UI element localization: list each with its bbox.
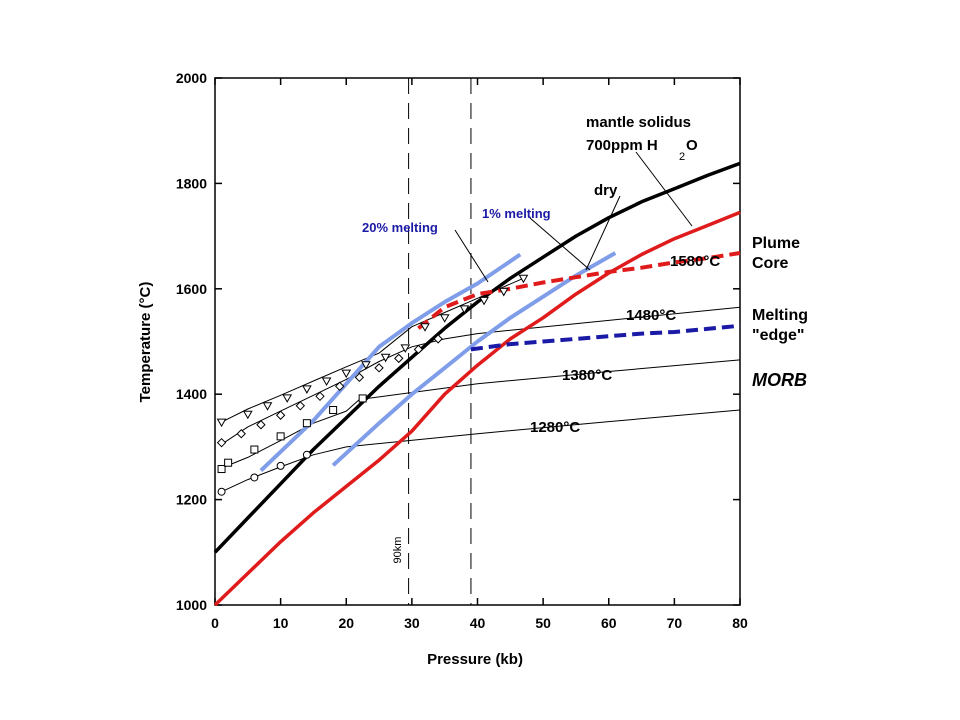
marker-triangle-14 — [498, 287, 509, 297]
marker-triangle-7 — [361, 361, 371, 370]
x-tick-label-70: 70 — [667, 615, 683, 631]
marker-triangle-9 — [400, 344, 411, 353]
marker-triangle-1 — [242, 410, 253, 420]
series-melt20 — [259, 252, 522, 473]
x-tick-label-60: 60 — [601, 615, 617, 631]
marker-square-5 — [329, 406, 338, 415]
series-adiabat1280 — [221, 409, 741, 493]
marker-diamond-8 — [374, 363, 384, 373]
x-axis-title: Pressure (kb) — [427, 651, 523, 668]
marker-square-0 — [217, 465, 226, 474]
y-tick-label-1200: 1200 — [176, 492, 207, 508]
y-tick-label-1400: 1400 — [176, 386, 207, 402]
marker-triangle-4 — [302, 385, 312, 394]
y-tick-label-1800: 1800 — [176, 175, 207, 191]
x-tick-label-20: 20 — [338, 615, 354, 631]
marker-diamond-0 — [216, 437, 227, 448]
series-adiabat1380 — [221, 359, 741, 469]
marker-triangle-5 — [321, 377, 332, 387]
plume-label-line1: Plume — [752, 235, 800, 252]
marker-diamond-11 — [433, 334, 443, 344]
marker-square-1 — [224, 458, 233, 467]
x-tick-label-10: 10 — [273, 615, 289, 631]
marker-triangle-11 — [439, 314, 450, 323]
marker-diamond-2 — [256, 420, 266, 430]
annotation-leaders — [454, 151, 693, 283]
marker-diamond-4 — [295, 401, 306, 411]
x-tick-label-40: 40 — [470, 615, 486, 631]
series-adiabat1480 — [221, 306, 741, 445]
edge-label-line1: Melting — [752, 307, 808, 324]
marker-layer — [216, 274, 529, 496]
marker-triangle-3 — [282, 394, 293, 403]
marker-diamond-7 — [354, 372, 365, 383]
y-axis-title: Temperature (°C) — [137, 282, 154, 403]
solidus-leader-1 — [635, 151, 693, 227]
solidus-label-o: O — [686, 137, 698, 154]
x-tick-label-30: 30 — [404, 615, 420, 631]
y-tick-label-1000: 1000 — [176, 597, 207, 613]
series-melt1 — [331, 251, 617, 467]
adiabat-1580-label: 1580°C — [670, 253, 720, 270]
adiabat-1280-label: 1280°C — [530, 419, 580, 436]
marker-triangle-6 — [341, 369, 352, 379]
melt1-leader — [529, 217, 591, 271]
solidus-label-sub: 2 — [679, 151, 685, 163]
marker-square-6 — [358, 394, 367, 403]
marker-diamond-9 — [394, 353, 404, 364]
adiabat-1380-label: 1380°C — [562, 367, 612, 384]
melt20-label: 20% melting — [362, 220, 438, 235]
axis-ticks: 0 10 20 30 40 50 60 70 80 1000 1200 1400 1600 1800 200… — [176, 70, 748, 631]
marker-square-2 — [250, 445, 259, 454]
plume-label-line2: Core — [752, 255, 789, 272]
reference-lines — [408, 78, 472, 605]
marker-diamond-6 — [334, 381, 345, 392]
marker-triangle-10 — [420, 323, 430, 332]
marker-diamond-5 — [315, 391, 325, 402]
x-tick-label-80: 80 — [732, 615, 748, 631]
marker-circle-0 — [217, 487, 226, 496]
x-tick-label-0: 0 — [211, 615, 219, 631]
depth-90km-label: 90km — [392, 537, 404, 564]
marker-diamond-10 — [413, 344, 424, 355]
series-dry — [213, 161, 741, 554]
series-melting_edge — [470, 323, 741, 352]
marker-circle-2 — [276, 461, 285, 470]
y-tick-label-1600: 1600 — [176, 281, 207, 297]
melt1-label: 1% melting — [482, 206, 551, 221]
marker-square-4 — [302, 419, 311, 428]
marker-triangle-2 — [262, 402, 273, 411]
solidus-label-line2: 700ppm H — [586, 137, 658, 154]
x-tick-label-50: 50 — [535, 615, 551, 631]
marker-triangle-0 — [216, 418, 227, 428]
dry-leader — [585, 195, 621, 271]
series-layer — [213, 161, 741, 607]
y-tick-label-2000: 2000 — [176, 70, 207, 86]
marker-circle-3 — [302, 450, 311, 459]
melt20-leader — [454, 229, 489, 283]
edge-label-line2: "edge" — [752, 327, 805, 344]
marker-square-3 — [276, 432, 285, 441]
adiabat-1480-label: 1480°C — [626, 307, 676, 324]
marker-triangle-8 — [380, 353, 391, 363]
marker-triangle-12 — [459, 305, 470, 314]
solidus-label-line1: mantle solidus — [586, 114, 691, 131]
marker-diamond-3 — [275, 410, 286, 420]
morb-label: MORB — [752, 370, 807, 390]
marker-diamond-1 — [236, 429, 246, 439]
dry-label: dry — [594, 182, 618, 199]
marker-circle-1 — [250, 473, 259, 482]
marker-triangle-13 — [479, 296, 489, 306]
marker-triangle-15 — [518, 274, 529, 284]
series-solidus_wet — [213, 210, 741, 607]
series-plume_core — [417, 251, 741, 330]
